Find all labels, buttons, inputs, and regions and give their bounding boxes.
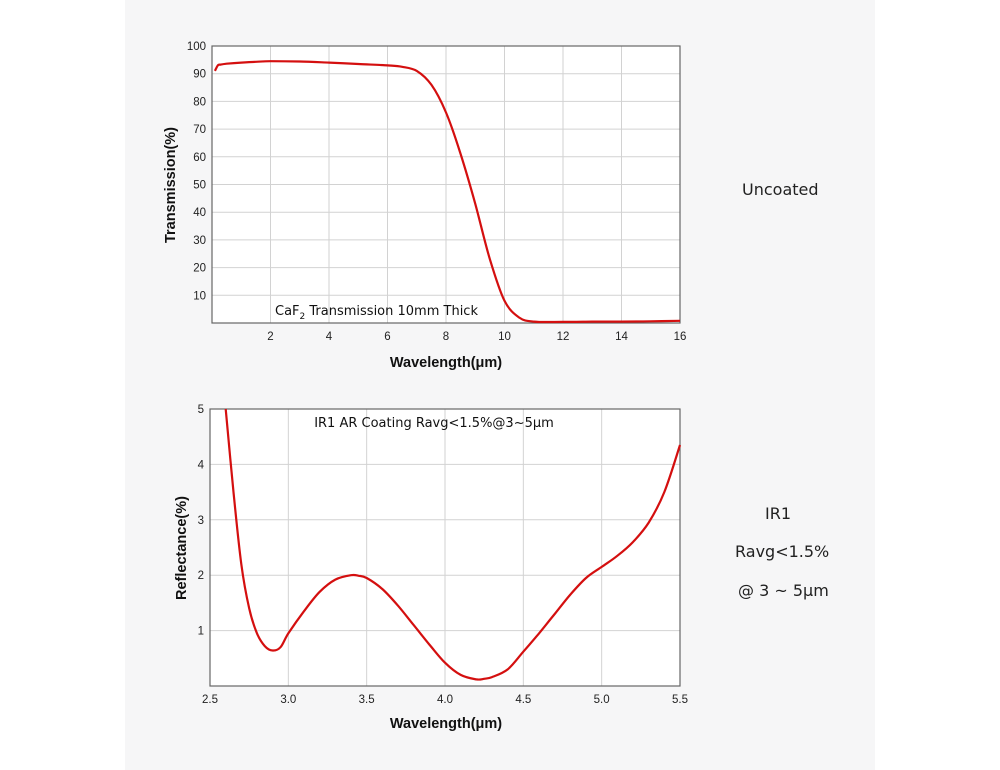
y-tick-label: 60	[193, 152, 206, 164]
y-tick-label: 1	[198, 626, 204, 638]
x-tick-label: 2	[267, 331, 273, 343]
y-tick-label: 80	[193, 96, 206, 108]
series-line-1	[224, 408, 682, 681]
x-axis-title: Wavelength(μm)	[390, 716, 502, 732]
x-tick-label: 4.0	[437, 694, 453, 706]
chart-1: 2 4 6 8 10 12 14 16 10 20 30 40 50 60 70 80 90 100 CaF2 Tr…	[163, 41, 686, 371]
plot-frame	[209, 408, 681, 687]
y-tick-label: 10	[193, 290, 206, 302]
x-tick-label: 3.5	[359, 694, 375, 706]
x-tick-label: 5.0	[594, 694, 610, 706]
chart-2: 2.5 3.0 3.5 4.0 4.5 5.0 5.5 1 2 3 4 5 IR1 AR Coating…	[174, 404, 688, 732]
x-tick-label: 4	[326, 331, 333, 343]
plot-frame	[211, 45, 681, 324]
x-axis-title: Wavelength(μm)	[390, 355, 502, 371]
y-axis-title: Transmission(%)	[163, 127, 179, 243]
plot-annotation: CaF2 Transmission 10mm Thick	[275, 304, 478, 322]
y-tick-label: 5	[198, 404, 204, 416]
x-tick-label: 5.5	[672, 694, 688, 706]
x-tick-label: 10	[498, 331, 511, 343]
y-tick-label: 20	[193, 263, 206, 275]
y-tick-label: 70	[193, 124, 206, 136]
y-tick-label: 90	[193, 69, 206, 81]
y-axis-title: Reflectance(%)	[174, 496, 190, 600]
y-tick-label: 30	[193, 235, 206, 247]
x-tick-label: 16	[674, 331, 687, 343]
side-label-uncoated: Uncoated	[742, 180, 819, 199]
x-tick-label: 4.5	[515, 694, 531, 706]
side-label-ravg: Ravg<1.5%	[735, 542, 830, 561]
y-tick-label: 40	[193, 207, 206, 219]
y-tick-label: 4	[198, 459, 205, 471]
x-tick-label: 14	[615, 331, 628, 343]
y-tick-label: 2	[198, 570, 204, 582]
x-tick-label: 8	[443, 331, 449, 343]
x-tick-label: 6	[384, 331, 390, 343]
x-tick-label: 3.0	[280, 694, 296, 706]
y-tick-label: 100	[187, 41, 206, 53]
plot-annotation: IR1 AR Coating Ravg<1.5%@3~5μm	[314, 416, 554, 431]
x-tick-label: 2.5	[202, 694, 218, 706]
x-tick-label: 12	[557, 331, 570, 343]
side-label-range: @ 3 ~ 5μm	[738, 581, 829, 600]
series-line-1	[213, 60, 681, 324]
y-tick-label: 3	[198, 515, 204, 527]
side-label-ir1: IR1	[765, 504, 792, 523]
y-tick-label: 50	[193, 180, 206, 192]
